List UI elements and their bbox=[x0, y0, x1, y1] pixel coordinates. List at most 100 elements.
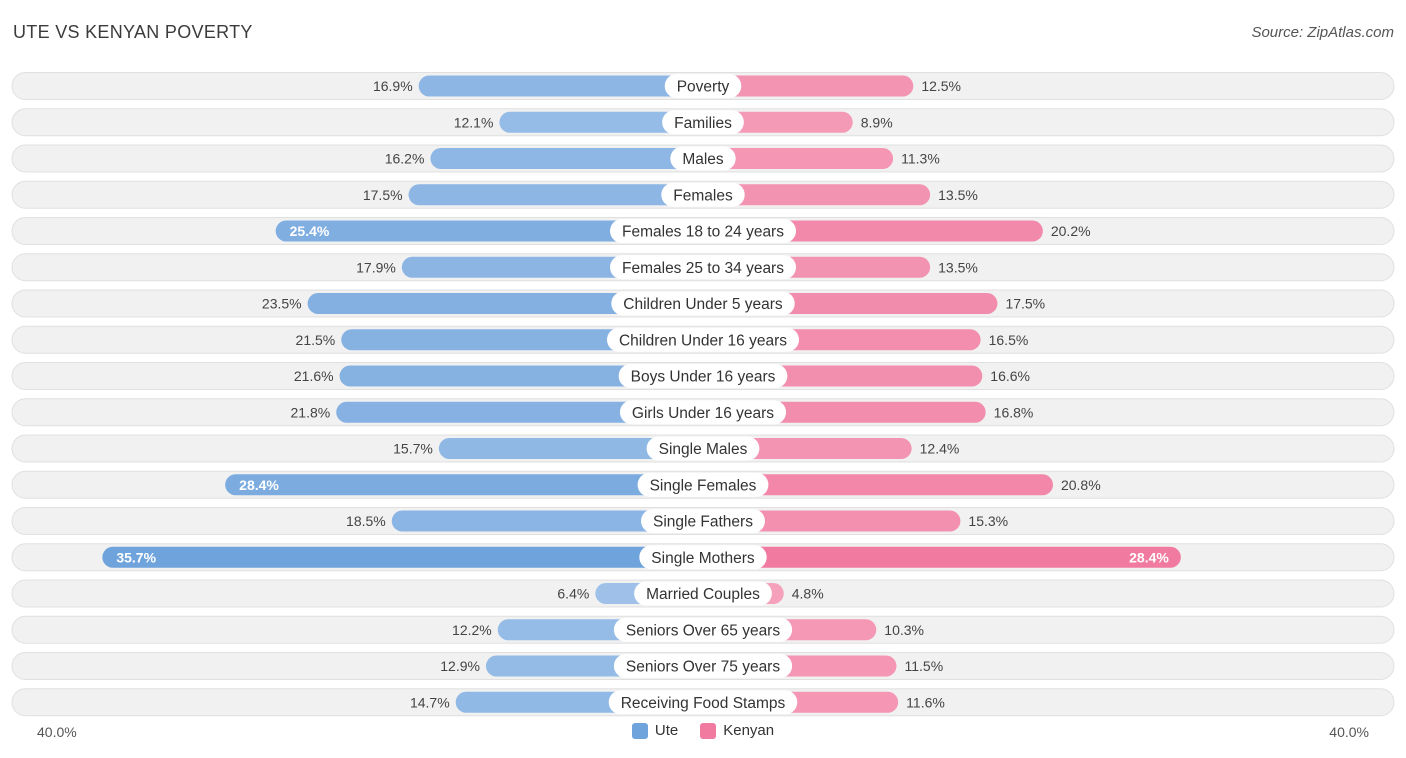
value-label-kenyan: 20.2% bbox=[1051, 223, 1091, 239]
category-label: Married Couples bbox=[634, 581, 772, 606]
category-label-text: Families bbox=[674, 115, 732, 132]
value-label-ute: 17.9% bbox=[356, 259, 396, 275]
legend-swatch-ute bbox=[631, 722, 648, 739]
legend-item-ute[interactable]: Ute bbox=[631, 722, 679, 739]
category-label-pill bbox=[619, 400, 787, 425]
category-label: Females bbox=[661, 182, 745, 207]
category-label: Girls Under 16 years bbox=[619, 400, 787, 425]
bar-kenyan[interactable] bbox=[703, 510, 961, 532]
chart-title: UTE VS KENYAN POVERTY bbox=[13, 22, 253, 42]
legend: Ute Kenyan bbox=[0, 722, 1406, 739]
legend-swatch-kenyan bbox=[700, 722, 717, 739]
bar-kenyan[interactable] bbox=[703, 148, 894, 169]
category-label-text: Children Under 5 years bbox=[623, 296, 783, 313]
category-label: Single Fathers bbox=[641, 509, 765, 533]
value-label-ute: 21.5% bbox=[296, 332, 336, 348]
value-label-ute: 25.4% bbox=[290, 223, 330, 239]
category-label: Children Under 16 years bbox=[606, 327, 800, 352]
value-label-kenyan: 17.5% bbox=[1005, 296, 1045, 312]
category-label: Receiving Food Stamps bbox=[608, 690, 798, 715]
category-label-pill bbox=[611, 291, 795, 316]
legend-item-kenyan[interactable]: Kenyan bbox=[700, 722, 774, 739]
category-label-pill bbox=[606, 327, 800, 352]
bar-ute[interactable] bbox=[430, 148, 703, 169]
category-label-pill bbox=[646, 436, 760, 461]
category-label-text: Poverty bbox=[677, 79, 730, 96]
bar-ute[interactable] bbox=[339, 365, 703, 387]
value-label-kenyan: 11.5% bbox=[904, 658, 943, 674]
value-label-ute: 21.8% bbox=[291, 404, 331, 420]
value-label-kenyan: 16.5% bbox=[989, 332, 1029, 348]
legend-label-ute: Ute bbox=[654, 722, 679, 739]
value-label-ute: 16.9% bbox=[373, 78, 413, 94]
legend-label-kenyan: Kenyan bbox=[723, 722, 775, 739]
bar-kenyan[interactable] bbox=[703, 474, 1053, 496]
value-label-kenyan: 12.4% bbox=[920, 441, 960, 457]
category-label-pill bbox=[662, 110, 744, 135]
bar-ute[interactable] bbox=[408, 184, 703, 206]
value-label-ute: 12.1% bbox=[454, 114, 494, 130]
category-label-pill bbox=[637, 472, 769, 497]
value-label-kenyan: 13.5% bbox=[938, 187, 978, 203]
value-label-kenyan: 4.8% bbox=[792, 586, 824, 602]
category-label: Single Males bbox=[646, 436, 760, 461]
value-label-kenyan: 15.3% bbox=[968, 513, 1008, 529]
axis-right-label: 40.0% bbox=[1329, 724, 1369, 740]
value-label-kenyan: 8.9% bbox=[861, 114, 893, 130]
bar-ute[interactable] bbox=[418, 75, 703, 97]
category-label-pill bbox=[613, 617, 793, 642]
category-label-pill bbox=[639, 545, 767, 570]
category-label-pill bbox=[610, 255, 796, 280]
category-label-text: Seniors Over 65 years bbox=[626, 622, 780, 639]
category-label-text: Males bbox=[682, 151, 724, 168]
category-label: Children Under 5 years bbox=[611, 291, 795, 316]
value-label-ute: 17.5% bbox=[363, 187, 403, 203]
bar-ute[interactable] bbox=[391, 510, 703, 532]
category-label-pill bbox=[610, 219, 796, 243]
category-label-pill bbox=[661, 182, 745, 207]
category-label-pill bbox=[641, 509, 765, 533]
category-label-pill bbox=[608, 690, 798, 715]
bar-ute[interactable] bbox=[438, 438, 703, 459]
category-label-pill bbox=[664, 74, 742, 98]
bar-ute[interactable] bbox=[499, 111, 703, 133]
bar-kenyan[interactable] bbox=[703, 75, 914, 97]
category-label-pill bbox=[613, 654, 793, 678]
bar-ute[interactable] bbox=[275, 220, 703, 242]
category-label-text: Receiving Food Stamps bbox=[621, 695, 786, 712]
category-label-text: Girls Under 16 years bbox=[632, 405, 774, 422]
bar-kenyan[interactable] bbox=[703, 184, 931, 206]
category-label: Females 18 to 24 years bbox=[610, 219, 796, 243]
category-label-text: Single Females bbox=[650, 477, 757, 494]
value-label-kenyan: 28.4% bbox=[1129, 549, 1169, 565]
bar-ute[interactable] bbox=[336, 401, 703, 423]
value-label-ute: 21.6% bbox=[294, 368, 334, 384]
value-label-kenyan: 11.3% bbox=[901, 151, 940, 167]
bar-kenyan[interactable] bbox=[703, 546, 1181, 568]
value-label-ute: 28.4% bbox=[239, 477, 279, 493]
axis-left-label: 40.0% bbox=[37, 724, 77, 740]
value-label-ute: 23.5% bbox=[262, 296, 302, 312]
category-label-pill bbox=[618, 364, 788, 388]
category-label-text: Children Under 16 years bbox=[619, 332, 787, 349]
category-label: Seniors Over 75 years bbox=[613, 654, 793, 678]
value-label-ute: 14.7% bbox=[410, 694, 450, 710]
value-label-kenyan: 10.3% bbox=[884, 622, 924, 638]
category-label: Poverty bbox=[664, 74, 742, 98]
bar-ute[interactable] bbox=[102, 546, 703, 568]
category-label-text: Married Couples bbox=[646, 586, 760, 603]
value-label-kenyan: 20.8% bbox=[1061, 477, 1101, 493]
value-label-kenyan: 12.5% bbox=[921, 78, 961, 94]
category-label-text: Single Fathers bbox=[653, 514, 753, 531]
chart-source: Source: ZipAtlas.com bbox=[1251, 24, 1394, 41]
category-label: Females 25 to 34 years bbox=[610, 255, 796, 280]
bar-ute[interactable] bbox=[225, 474, 704, 496]
value-label-ute: 6.4% bbox=[557, 586, 589, 602]
value-label-kenyan: 16.6% bbox=[990, 368, 1030, 384]
value-label-kenyan: 11.6% bbox=[906, 694, 945, 710]
bar-ute[interactable] bbox=[307, 293, 703, 314]
value-label-ute: 18.5% bbox=[346, 513, 386, 529]
category-label: Single Mothers bbox=[639, 545, 767, 570]
